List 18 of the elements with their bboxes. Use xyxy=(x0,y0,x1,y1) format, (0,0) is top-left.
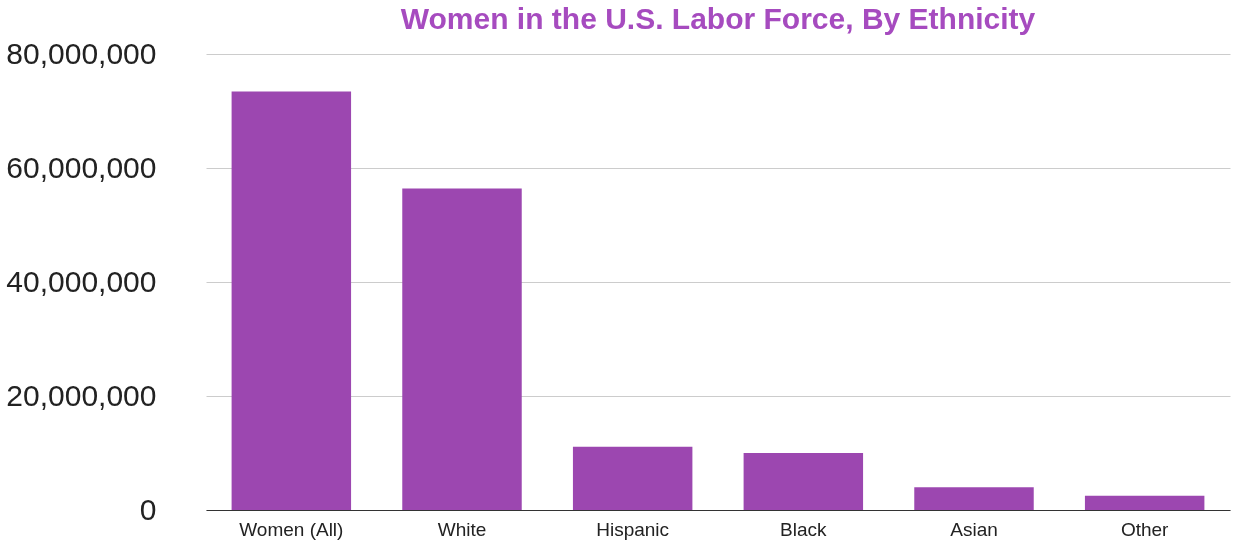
y-tick-label: 40,000,000 xyxy=(6,264,157,298)
x-tick-label: Asian xyxy=(950,518,998,540)
y-tick-label: 20,000,000 xyxy=(6,378,157,412)
x-tick-label: Other xyxy=(1120,518,1170,540)
bar xyxy=(743,453,864,510)
chart-title: Women in the U.S. Labor Force, By Ethnicity xyxy=(400,2,1036,35)
x-tick-label: Hispanic xyxy=(596,518,670,540)
bar xyxy=(914,487,1034,510)
bar xyxy=(402,188,522,510)
x-tick-label: Black xyxy=(780,518,828,540)
bar xyxy=(231,91,352,510)
bar xyxy=(572,446,693,510)
y-tick-label: 60,000,000 xyxy=(6,150,157,184)
x-tick-label: Women (All) xyxy=(239,518,344,540)
bar xyxy=(1084,495,1205,510)
y-tick-label: 80,000,000 xyxy=(6,36,157,70)
y-tick-label: 0 xyxy=(139,492,157,526)
x-tick-label: White xyxy=(437,518,487,540)
